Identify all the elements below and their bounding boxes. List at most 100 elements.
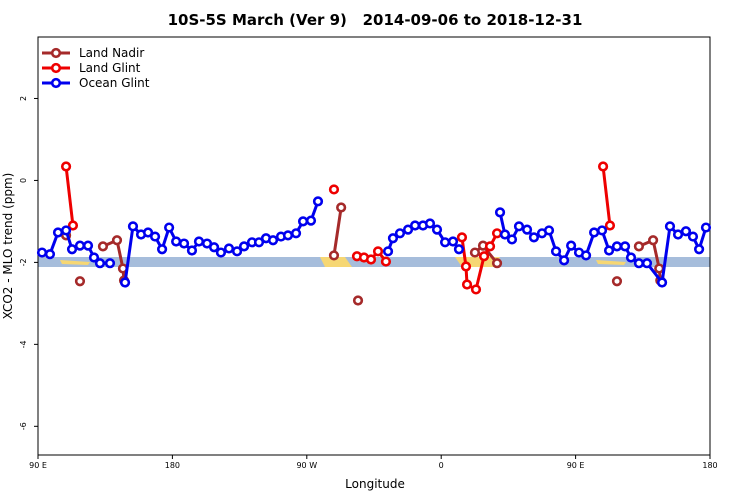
data-point [372, 246, 384, 257]
y-tick-label: 2 [19, 96, 28, 101]
data-point [111, 235, 123, 246]
data-point [193, 236, 205, 247]
data-point [36, 247, 48, 258]
x-tick-label: 180 [165, 461, 180, 470]
data-point [506, 234, 518, 245]
data-point [550, 246, 562, 257]
data-point [127, 221, 139, 232]
legend-marker [50, 77, 62, 89]
data-point [687, 231, 699, 242]
data-point [559, 255, 570, 266]
data-point [186, 245, 198, 256]
data-point [382, 246, 394, 257]
land-patch [596, 260, 626, 265]
chart-title: 10S-5S March (Ver 9) 2014-09-06 to 2018-… [168, 11, 583, 29]
x-axis-label: Longitude [345, 477, 405, 491]
data-point [641, 258, 653, 269]
data-point [402, 224, 414, 235]
data-point [282, 230, 294, 241]
data-point [156, 244, 168, 255]
data-point [208, 242, 220, 253]
data-point [461, 279, 473, 290]
data-point [66, 244, 78, 255]
data-point [611, 276, 623, 287]
data-point [253, 237, 265, 248]
data-point [597, 161, 609, 172]
y-axis-label: XCO2 - MLO trend (ppm) [1, 173, 15, 320]
data-point [178, 238, 190, 249]
data-point [447, 236, 459, 247]
data-point [387, 233, 399, 244]
data-point [460, 261, 472, 272]
legend-marker [50, 62, 62, 74]
x-tick-label: 0 [439, 461, 444, 470]
land-patch [60, 260, 90, 265]
data-point [82, 240, 94, 251]
data-point [453, 244, 465, 255]
y-tick-label: -2 [19, 258, 28, 266]
data-point [409, 220, 421, 231]
data-point [633, 258, 645, 269]
data-point [142, 227, 154, 238]
data-point [328, 250, 340, 261]
y-tick-label: 0 [19, 178, 28, 183]
data-point [611, 241, 623, 252]
x-tick-label: 180 [702, 461, 717, 470]
data-point [119, 277, 131, 288]
data-point [494, 207, 506, 218]
y-tick-label: -4 [19, 340, 28, 348]
legend-marker [50, 47, 62, 59]
data-point [74, 240, 86, 251]
data-point [596, 225, 608, 236]
data-point [336, 202, 347, 213]
data-point [60, 225, 72, 236]
data-point [654, 263, 665, 274]
data-point [312, 196, 324, 207]
legend-label: Land Glint [79, 61, 141, 75]
data-point [672, 229, 684, 240]
data-point [171, 236, 182, 247]
data-point [469, 247, 481, 258]
data-point [297, 216, 309, 227]
data-point [456, 232, 468, 243]
data-point [290, 228, 302, 239]
data-point [566, 240, 577, 251]
data-point [231, 246, 243, 257]
data-point [589, 227, 600, 238]
y-tick-label: -6 [19, 422, 28, 430]
data-point [267, 235, 279, 246]
data-point [664, 221, 676, 232]
x-tick-label: 90 W [296, 461, 317, 470]
data-point [424, 218, 436, 229]
data-point [619, 241, 631, 252]
data-point [88, 252, 100, 263]
data-point [633, 241, 645, 252]
data-point [604, 220, 616, 231]
data-point [67, 220, 79, 231]
plot-frame [37, 36, 711, 456]
x-tick-label: 90 E [29, 461, 47, 470]
data-point [513, 221, 525, 232]
data-point [478, 251, 490, 262]
data-point [44, 249, 56, 260]
legend-label: Land Nadir [79, 46, 144, 60]
data-point [104, 258, 116, 269]
data-point [656, 277, 668, 288]
data-point [603, 245, 615, 256]
data-point [74, 276, 86, 287]
data-point [580, 250, 592, 261]
data-point [470, 284, 482, 295]
data-point [94, 258, 106, 269]
data-point [238, 241, 250, 252]
data-point [499, 229, 511, 240]
data-point [439, 237, 451, 248]
data-point [693, 244, 705, 255]
data-point [431, 224, 443, 235]
data-point [215, 247, 227, 258]
data-point [328, 184, 340, 195]
legend-label: Ocean Glint [79, 76, 150, 90]
data-point [60, 161, 72, 172]
land-patch [320, 257, 352, 267]
data-point [521, 224, 533, 235]
